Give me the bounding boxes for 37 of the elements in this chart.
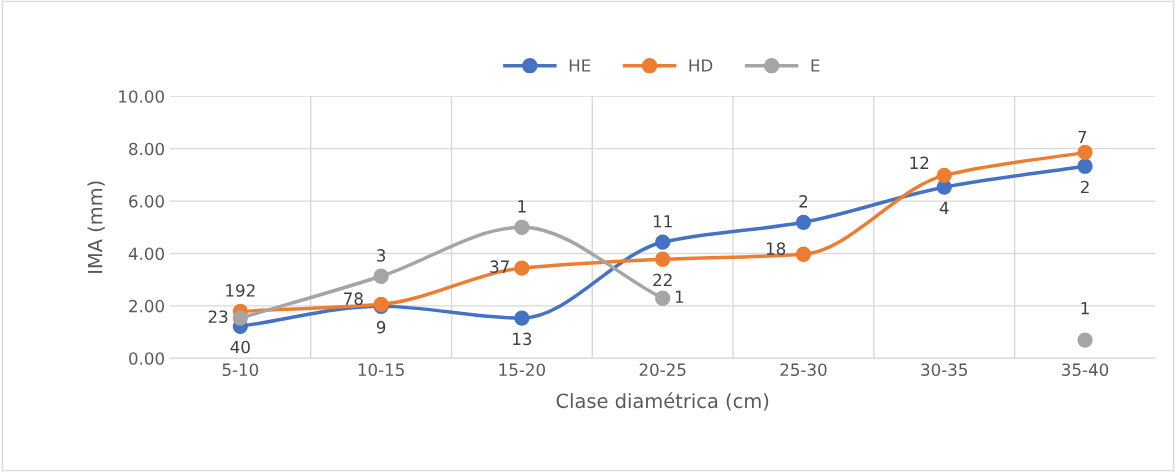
x-tick-label: 10-15	[358, 363, 404, 377]
y-tick-label: 8.00	[129, 142, 164, 156]
x-tick-label: 30-35	[921, 363, 967, 377]
y-tick-label: 10.00	[119, 90, 164, 103]
x-tick-label: 25-30	[780, 363, 827, 377]
annotation: 1	[675, 290, 684, 303]
x-axis-title: Clase diamétrica (cm)	[556, 392, 769, 411]
annotation: 2	[799, 195, 808, 208]
y-tick-label: 4.00	[128, 247, 164, 261]
annotation: 2	[1080, 180, 1089, 194]
legend-label: E	[811, 59, 820, 72]
annotation: 11	[653, 215, 672, 228]
annotation: 192	[226, 284, 255, 297]
y-axis-title: IMA (mm)	[87, 181, 105, 273]
annotation: 1	[518, 200, 526, 213]
annotation: 23	[208, 310, 228, 323]
annotation: 4	[939, 201, 949, 215]
legend-label: HE	[569, 59, 591, 72]
x-tick-label: 35-40	[1062, 363, 1109, 377]
x-tick-label: 5-10	[222, 363, 259, 377]
annotation: 1	[1081, 302, 1089, 315]
legend-label: HD	[689, 59, 713, 72]
x-tick-label: 20-25	[639, 363, 686, 377]
annotation: 13	[513, 332, 532, 346]
y-tick-label: 0.00	[129, 352, 164, 365]
y-tick-label: 2.00	[129, 299, 164, 313]
annotation: 40	[230, 340, 250, 354]
annotation: 12	[910, 156, 929, 169]
annotation: 37	[490, 260, 509, 273]
annotation: 9	[376, 320, 386, 334]
annotation: 22	[653, 273, 672, 287]
annotation: 7	[1078, 130, 1087, 144]
y-tick-label: 6.00	[129, 195, 164, 208]
annotation: 3	[377, 249, 386, 262]
x-tick-label: 15-20	[499, 363, 545, 377]
annotation: 78	[344, 292, 363, 305]
annotation: 18	[766, 242, 786, 255]
